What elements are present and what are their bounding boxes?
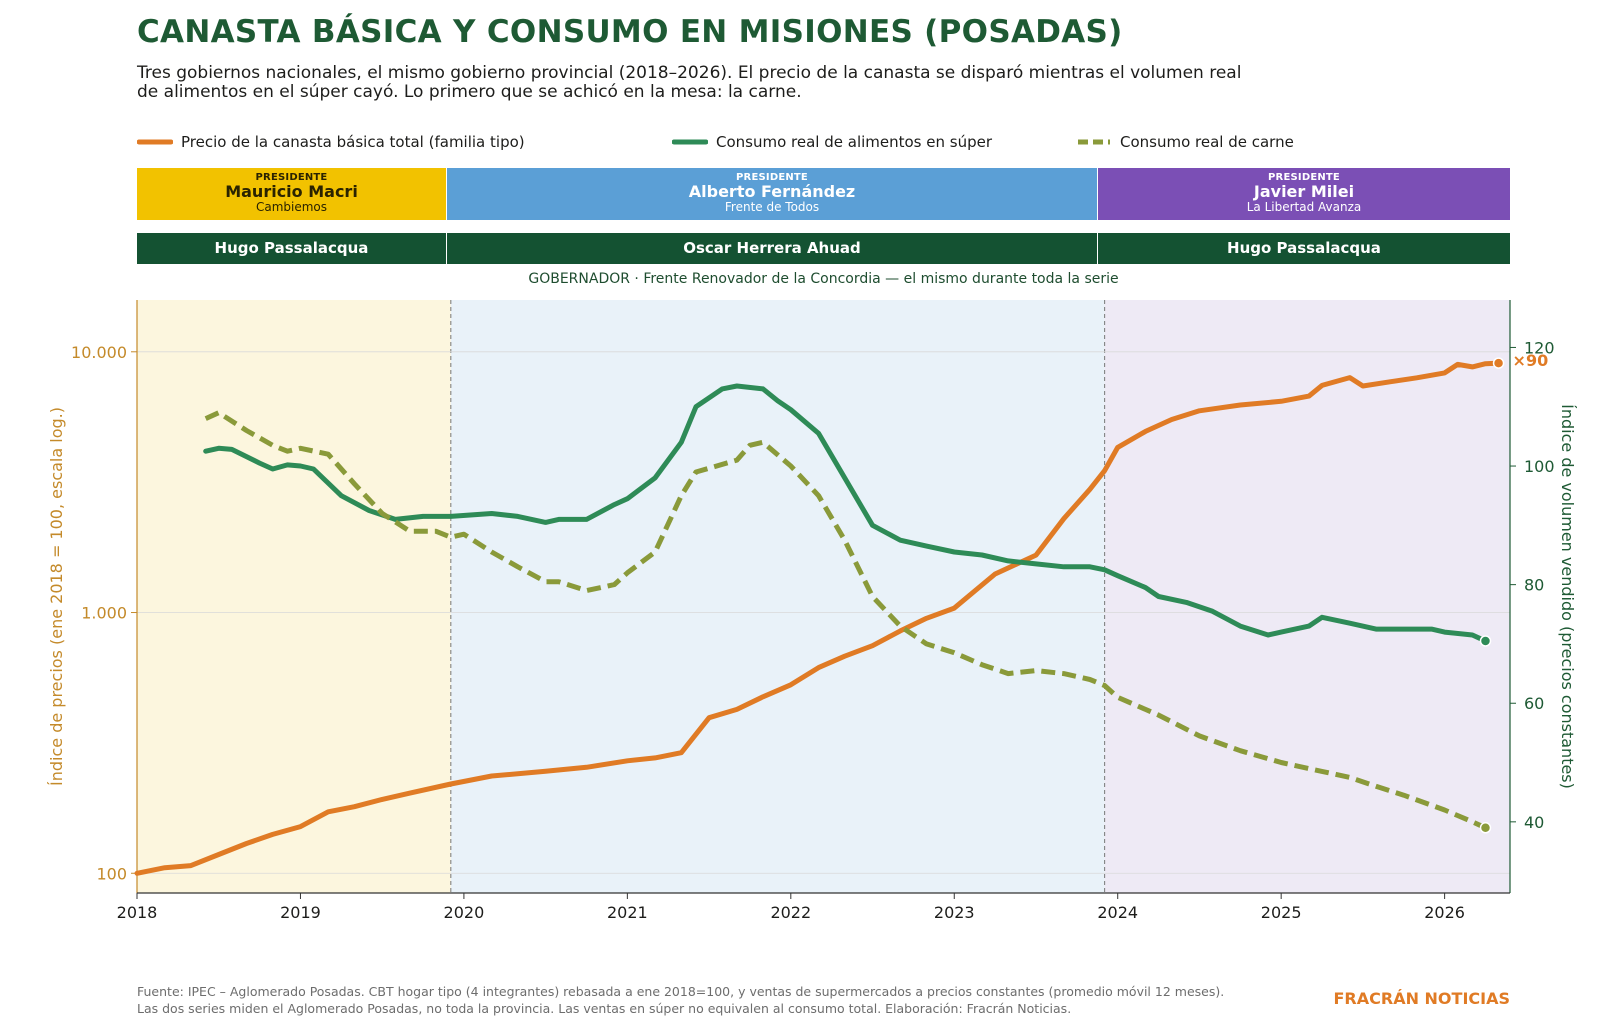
legend-label-price: Precio de la canasta básica total (famil… — [181, 133, 525, 151]
left-axis-tick-label: 10.000 — [71, 343, 127, 362]
chart-footer: Fuente: IPEC – Aglomerado Posadas. CBT h… — [137, 983, 1317, 1017]
governor-bar: Hugo Passalacqua Oscar Herrera Ahuad Hug… — [137, 233, 1510, 264]
food-consumption-line-end-point — [1479, 635, 1492, 647]
president-name: Mauricio Macri — [225, 182, 358, 201]
meat-consumption-line — [204, 410, 1487, 831]
legend-label-meat: Consumo real de carne — [1120, 133, 1294, 151]
legend-item-price: Precio de la canasta básica total (famil… — [137, 132, 525, 152]
president-label: PRESIDENTE — [255, 172, 328, 183]
president-cell-macri: PRESIDENTE Mauricio Macri Cambiemos — [137, 168, 446, 220]
governor-note: GOBERNADOR · Frente Renovador de la Conc… — [528, 271, 1119, 287]
legend-item-food: Consumo real de alimentos en súper — [672, 132, 992, 152]
food-consumption-line — [203, 383, 1488, 644]
price-end-label: ×90 — [1513, 351, 1549, 370]
chart-subtitle: Tres gobiernos nacionales, el mismo gobi… — [137, 63, 1242, 102]
legend-label-food: Consumo real de alimentos en súper — [716, 133, 993, 151]
chart-title: CANASTA BÁSICA Y CONSUMO EN MISIONES (PO… — [137, 14, 1123, 50]
brand-logo-text: FRACRÁN NOTICIAS — [1333, 989, 1511, 1008]
president-name: Javier Milei — [1253, 182, 1355, 201]
president-party: Frente de Todos — [724, 200, 820, 214]
governor-name: Hugo Passalacqua — [1227, 239, 1381, 257]
president-name: Alberto Fernández — [688, 182, 856, 201]
left-axis-tick-label: 1.000 — [81, 604, 127, 623]
x-axis-tick-label: 2021 — [607, 903, 648, 922]
period-band — [450, 300, 1105, 893]
president-party: Cambiemos — [255, 200, 328, 214]
x-axis-tick-label: 2025 — [1261, 903, 1302, 922]
right-axis-tick-label: 40 — [1524, 813, 1544, 832]
president-cell-fernandez: PRESIDENTE Alberto Fernández Frente de T… — [447, 168, 1097, 220]
left-axis-label: Índice de precios (ene 2018 = 100, escal… — [47, 407, 66, 786]
x-axis-tick-label: 2024 — [1097, 903, 1138, 922]
x-axis-tick-label: 2020 — [444, 903, 485, 922]
president-bar: PRESIDENTE Mauricio Macri Cambiemos PRES… — [137, 168, 1510, 220]
x-axis-tick-label: 2018 — [117, 903, 158, 922]
legend-swatch-meat — [1078, 139, 1110, 145]
president-label: PRESIDENTE — [1268, 172, 1340, 183]
left-axis-tick-label: 100 — [96, 864, 127, 883]
governor-name: Oscar Herrera Ahuad — [683, 239, 861, 257]
legend-item-meat: Consumo real de carne — [1076, 132, 1294, 152]
legend-swatch-food — [672, 139, 708, 145]
president-party: La Libertad Avanza — [1246, 200, 1362, 214]
right-axis-label: Índice de volumen vendido (precios const… — [1558, 404, 1577, 789]
governor-cell-3: Hugo Passalacqua — [1098, 233, 1510, 264]
president-cell-milei: PRESIDENTE Javier Milei La Libertad Avan… — [1098, 168, 1510, 220]
legend-swatch-price — [137, 139, 173, 145]
price-line — [134, 360, 1502, 876]
x-axis-tick-label: 2023 — [934, 903, 975, 922]
meat-consumption-line-end-point — [1479, 822, 1492, 834]
period-band — [137, 300, 451, 893]
president-label: PRESIDENTE — [736, 172, 808, 183]
x-axis-tick-label: 2019 — [280, 903, 321, 922]
x-axis-tick-label: 2022 — [770, 903, 811, 922]
price-line-end-point — [1492, 357, 1505, 369]
source-line-2: Las dos series miden el Aglomerado Posad… — [137, 1001, 1072, 1016]
governor-name: Hugo Passalacqua — [214, 239, 369, 257]
right-axis-tick-label: 120 — [1524, 338, 1555, 357]
governor-cell-1: Hugo Passalacqua — [137, 233, 446, 264]
source-line-1: Fuente: IPEC – Aglomerado Posadas. CBT h… — [137, 984, 1225, 999]
governor-cell-2: Oscar Herrera Ahuad — [447, 233, 1097, 264]
right-axis-tick-label: 60 — [1524, 694, 1544, 713]
x-axis-tick-label: 2026 — [1424, 903, 1465, 922]
right-axis-tick-label: 80 — [1524, 576, 1544, 595]
right-axis-tick-label: 100 — [1524, 457, 1555, 476]
